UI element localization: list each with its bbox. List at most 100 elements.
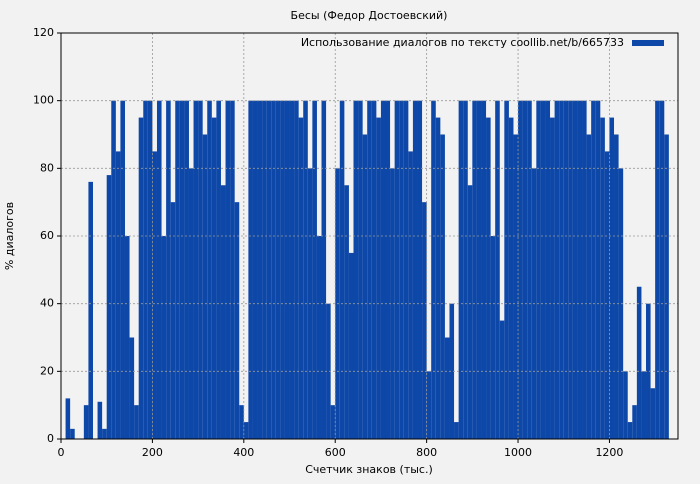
bar bbox=[143, 100, 148, 440]
bar bbox=[444, 337, 450, 439]
bar bbox=[225, 100, 231, 440]
y-tick-label: 20 bbox=[40, 364, 54, 377]
bar bbox=[554, 100, 560, 440]
bar bbox=[636, 286, 642, 439]
bar bbox=[435, 117, 441, 439]
bar bbox=[522, 100, 528, 440]
bar bbox=[467, 185, 473, 439]
bar bbox=[170, 202, 176, 439]
x-tick-label: 200 bbox=[142, 446, 163, 459]
bar bbox=[179, 100, 185, 440]
bar bbox=[134, 405, 139, 439]
bar bbox=[344, 185, 349, 439]
bar bbox=[83, 405, 89, 439]
bar bbox=[545, 100, 551, 440]
bar bbox=[326, 303, 331, 439]
bar bbox=[367, 100, 372, 440]
bar bbox=[234, 202, 240, 439]
bar bbox=[486, 117, 491, 439]
x-tick-label: 1000 bbox=[504, 446, 532, 459]
bar bbox=[184, 100, 189, 440]
bar bbox=[348, 252, 354, 439]
bar bbox=[152, 151, 157, 439]
bar bbox=[568, 100, 573, 440]
bar bbox=[586, 134, 592, 439]
bar bbox=[513, 134, 519, 439]
bar bbox=[211, 117, 217, 439]
y-tick-label: 60 bbox=[40, 229, 54, 242]
bar bbox=[70, 428, 75, 439]
bar bbox=[156, 100, 162, 440]
bar bbox=[248, 100, 253, 440]
bar bbox=[147, 100, 153, 440]
bar bbox=[358, 100, 363, 440]
bar bbox=[490, 236, 496, 439]
bar bbox=[403, 100, 409, 440]
bar bbox=[563, 100, 569, 440]
bar bbox=[458, 100, 464, 440]
x-tick-label: 400 bbox=[233, 446, 254, 459]
bar bbox=[298, 117, 304, 439]
bar bbox=[408, 151, 413, 439]
bar bbox=[540, 100, 546, 440]
bar bbox=[166, 100, 171, 440]
bar bbox=[303, 100, 308, 440]
x-tick-label: 0 bbox=[58, 446, 65, 459]
y-tick-label: 0 bbox=[47, 432, 54, 445]
bar bbox=[316, 236, 322, 439]
bar bbox=[243, 422, 249, 439]
bar bbox=[275, 100, 281, 440]
bar bbox=[650, 388, 656, 439]
bar bbox=[472, 100, 477, 440]
bar bbox=[399, 100, 404, 440]
bar bbox=[129, 337, 135, 439]
bar bbox=[504, 100, 509, 440]
bar bbox=[582, 100, 587, 440]
bar bbox=[655, 100, 660, 440]
bar bbox=[559, 100, 564, 440]
bar bbox=[138, 117, 144, 439]
bar bbox=[207, 100, 212, 440]
legend-swatch bbox=[632, 40, 664, 46]
y-axis-label: % диалогов bbox=[3, 202, 16, 270]
x-tick-label: 600 bbox=[325, 446, 346, 459]
bar bbox=[239, 405, 244, 439]
bar bbox=[330, 405, 336, 439]
bar bbox=[623, 371, 628, 439]
legend-label: Использование диалогов по тексту coollib… bbox=[301, 36, 624, 49]
bar bbox=[216, 100, 221, 440]
bar bbox=[431, 100, 436, 440]
bar bbox=[550, 117, 555, 439]
bar bbox=[627, 422, 633, 439]
bar bbox=[230, 100, 235, 440]
bar bbox=[321, 100, 327, 440]
bar bbox=[609, 117, 615, 439]
chart-title: Бесы (Федор Достоевский) bbox=[291, 9, 448, 22]
bar bbox=[536, 100, 541, 440]
bar bbox=[111, 100, 116, 440]
bar bbox=[577, 100, 583, 440]
bar bbox=[202, 134, 208, 439]
bar bbox=[632, 405, 637, 439]
bar bbox=[124, 236, 130, 439]
bar bbox=[390, 168, 395, 440]
bar bbox=[463, 100, 468, 440]
x-axis-label: Счетчик знаков (тыс.) bbox=[305, 463, 433, 476]
bar bbox=[476, 100, 482, 440]
y-tick-label: 120 bbox=[33, 26, 54, 39]
y-tick-label: 80 bbox=[40, 161, 54, 174]
bar bbox=[289, 100, 295, 440]
bar bbox=[353, 100, 359, 440]
bar bbox=[106, 175, 112, 439]
bar bbox=[426, 371, 432, 439]
bar bbox=[412, 100, 418, 440]
bar bbox=[284, 100, 290, 440]
x-tick-label: 1200 bbox=[595, 446, 623, 459]
bar bbox=[262, 100, 267, 440]
bar bbox=[481, 100, 487, 440]
bar bbox=[595, 100, 601, 440]
bar bbox=[371, 100, 377, 440]
bar bbox=[614, 134, 619, 439]
bar bbox=[449, 303, 455, 439]
